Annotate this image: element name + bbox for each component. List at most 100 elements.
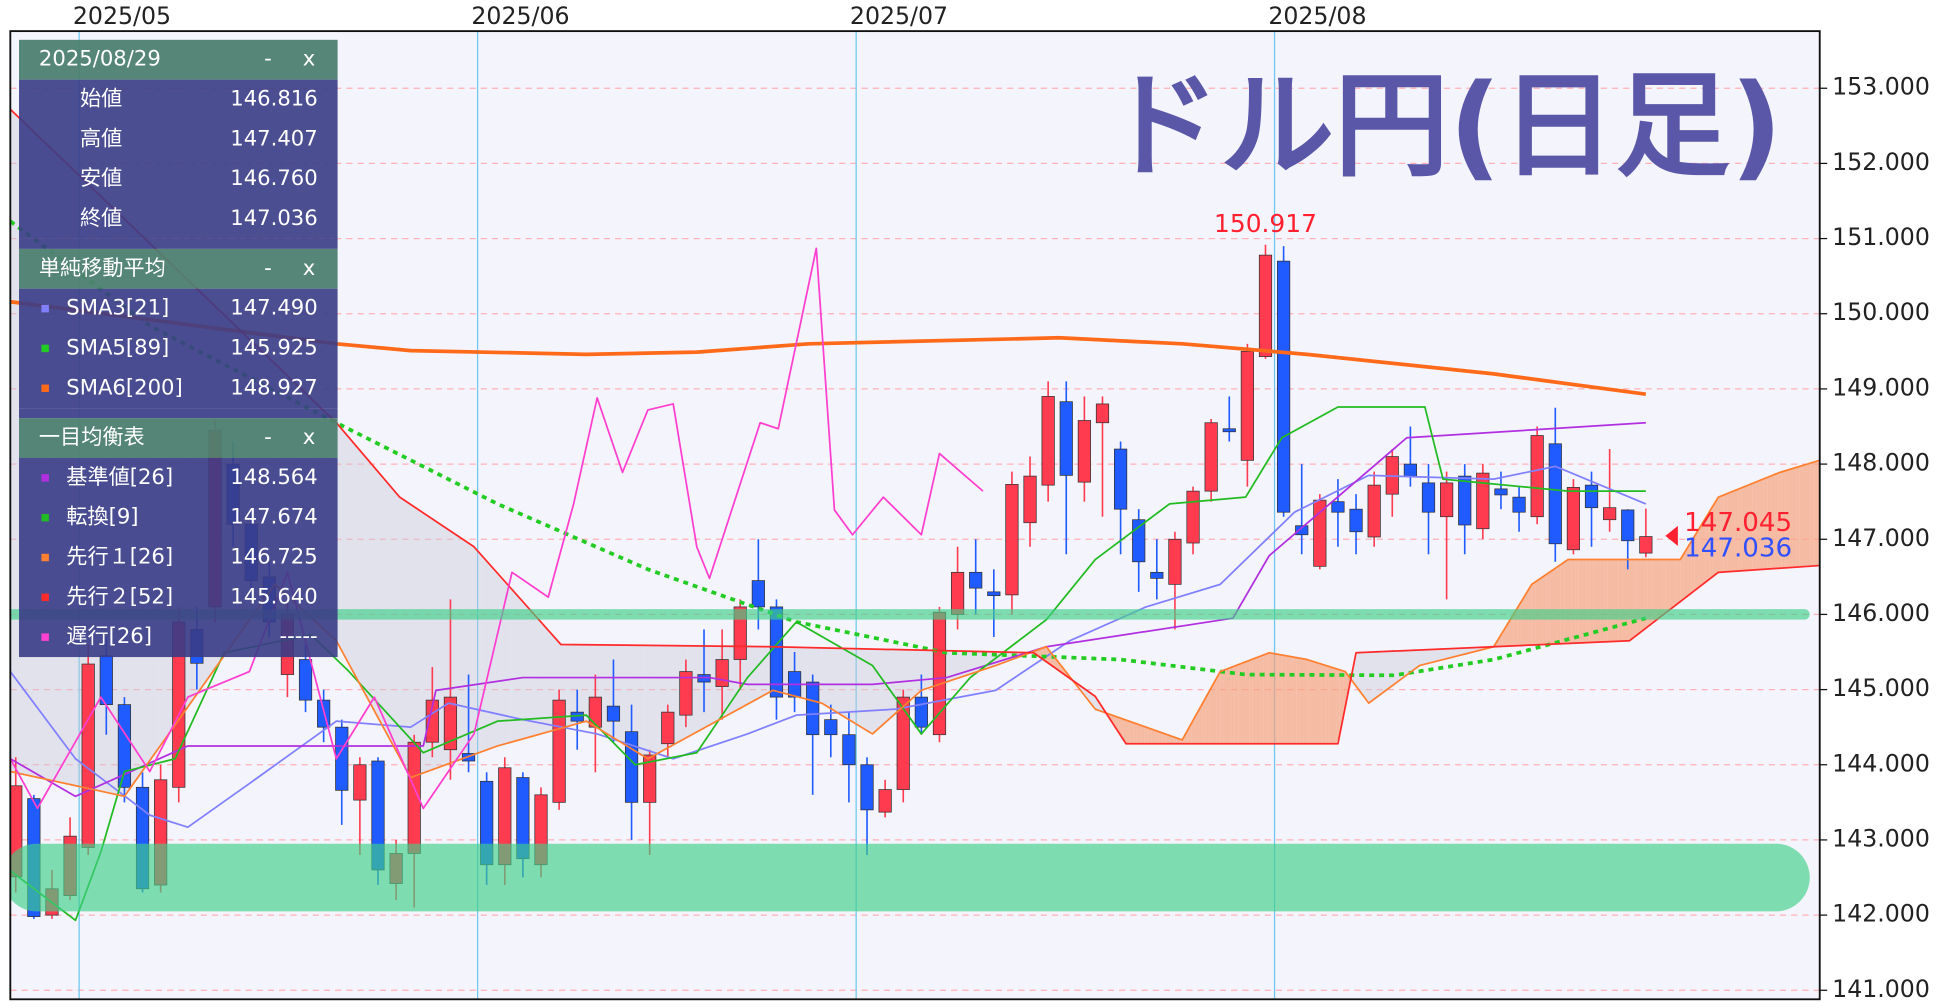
cloud [1151, 729, 1156, 744]
close-button[interactable]: x [303, 46, 316, 71]
candle-body [1313, 499, 1327, 567]
candle-body [1041, 396, 1055, 486]
cloud [622, 645, 627, 746]
cloud [477, 550, 482, 754]
cloud [1397, 650, 1402, 682]
cloud [416, 508, 420, 776]
cloud [1549, 569, 1554, 645]
cloud [1419, 649, 1424, 666]
panel-header [19, 418, 338, 458]
legend-value: 148.564 [230, 464, 317, 489]
legend-swatch [41, 633, 49, 641]
candle-body [1367, 484, 1381, 538]
cloud [1709, 506, 1713, 580]
cloud [1618, 559, 1623, 642]
indicator-line [10, 108, 1820, 745]
cloud [1115, 716, 1119, 733]
legend-swatch [41, 474, 49, 482]
candle-body [1349, 508, 1363, 533]
minimize-button[interactable]: - [264, 255, 272, 280]
cloud [1441, 648, 1445, 661]
cloud [1770, 474, 1775, 569]
cloud [571, 644, 576, 726]
legend-label: 転換[9] [66, 504, 138, 529]
candle-body [606, 705, 621, 722]
cloud [1310, 660, 1315, 744]
cloud [1669, 559, 1674, 611]
cloud [1270, 653, 1275, 744]
cloud [1615, 559, 1619, 642]
cloud [676, 645, 681, 743]
cloud [1231, 665, 1235, 744]
cloud [651, 645, 656, 757]
cloud [1596, 559, 1601, 643]
x-tick-label: 2025/07 [850, 2, 948, 30]
cloud [1423, 649, 1427, 665]
candle-body [1566, 487, 1581, 551]
cloud [575, 644, 580, 725]
cloud [1357, 652, 1362, 694]
cloud [408, 503, 413, 777]
cloud [836, 648, 840, 715]
cloud [1415, 649, 1420, 669]
cloud [470, 544, 474, 756]
cloud [1332, 667, 1337, 744]
candle-body [353, 764, 367, 801]
cloud [499, 575, 503, 746]
close-button[interactable]: x [303, 424, 316, 449]
cloud [1796, 466, 1800, 568]
cloud [1343, 670, 1348, 717]
cloud [1774, 473, 1779, 569]
cloud [358, 448, 362, 688]
cloud [524, 603, 529, 739]
legend-swatch [41, 344, 49, 353]
cloud [1375, 651, 1380, 698]
candle-body [1095, 403, 1110, 424]
cloud [1227, 667, 1232, 744]
cloud [394, 490, 398, 755]
cloud [1303, 658, 1308, 744]
y-tick-label: 149.000 [1832, 373, 1930, 401]
cloud [1625, 559, 1630, 641]
cloud [1520, 596, 1525, 646]
candle-body [1494, 488, 1508, 496]
cloud [582, 644, 587, 723]
cloud [1053, 655, 1058, 670]
cloud [1702, 517, 1706, 585]
cloud [1716, 496, 1721, 574]
cloud [1433, 649, 1438, 662]
cloud [1636, 559, 1641, 636]
cloud [843, 648, 848, 719]
cloud [988, 651, 992, 668]
candle-body [896, 696, 910, 790]
cloud [1202, 697, 1206, 744]
cloud [1510, 614, 1514, 646]
cloud [1122, 718, 1127, 744]
ohlc-label: 終値 [80, 205, 122, 230]
cloud [513, 591, 518, 742]
minimize-button[interactable]: - [264, 424, 272, 449]
cloud [839, 648, 844, 717]
panel-body [19, 408, 338, 419]
close-button[interactable]: x [303, 255, 316, 280]
cloud [1249, 659, 1253, 744]
candle-body [806, 681, 820, 736]
cloud [466, 541, 471, 758]
cloud [948, 650, 953, 682]
cloud [745, 646, 750, 706]
cloud [1720, 494, 1724, 573]
cloud [1430, 649, 1434, 663]
cloud [1256, 656, 1261, 744]
candle-body [1168, 538, 1182, 585]
cloud [1756, 480, 1760, 570]
cloud [1325, 665, 1329, 744]
cloud [1133, 722, 1137, 744]
cloud [763, 646, 768, 696]
cloud [1759, 478, 1764, 570]
candle-body [298, 659, 313, 701]
cloud [1810, 461, 1815, 567]
legend-label: SMA3[21] [66, 295, 169, 320]
y-tick-label: 152.000 [1832, 148, 1930, 176]
minimize-button[interactable]: - [264, 46, 272, 71]
cloud [1260, 654, 1264, 744]
